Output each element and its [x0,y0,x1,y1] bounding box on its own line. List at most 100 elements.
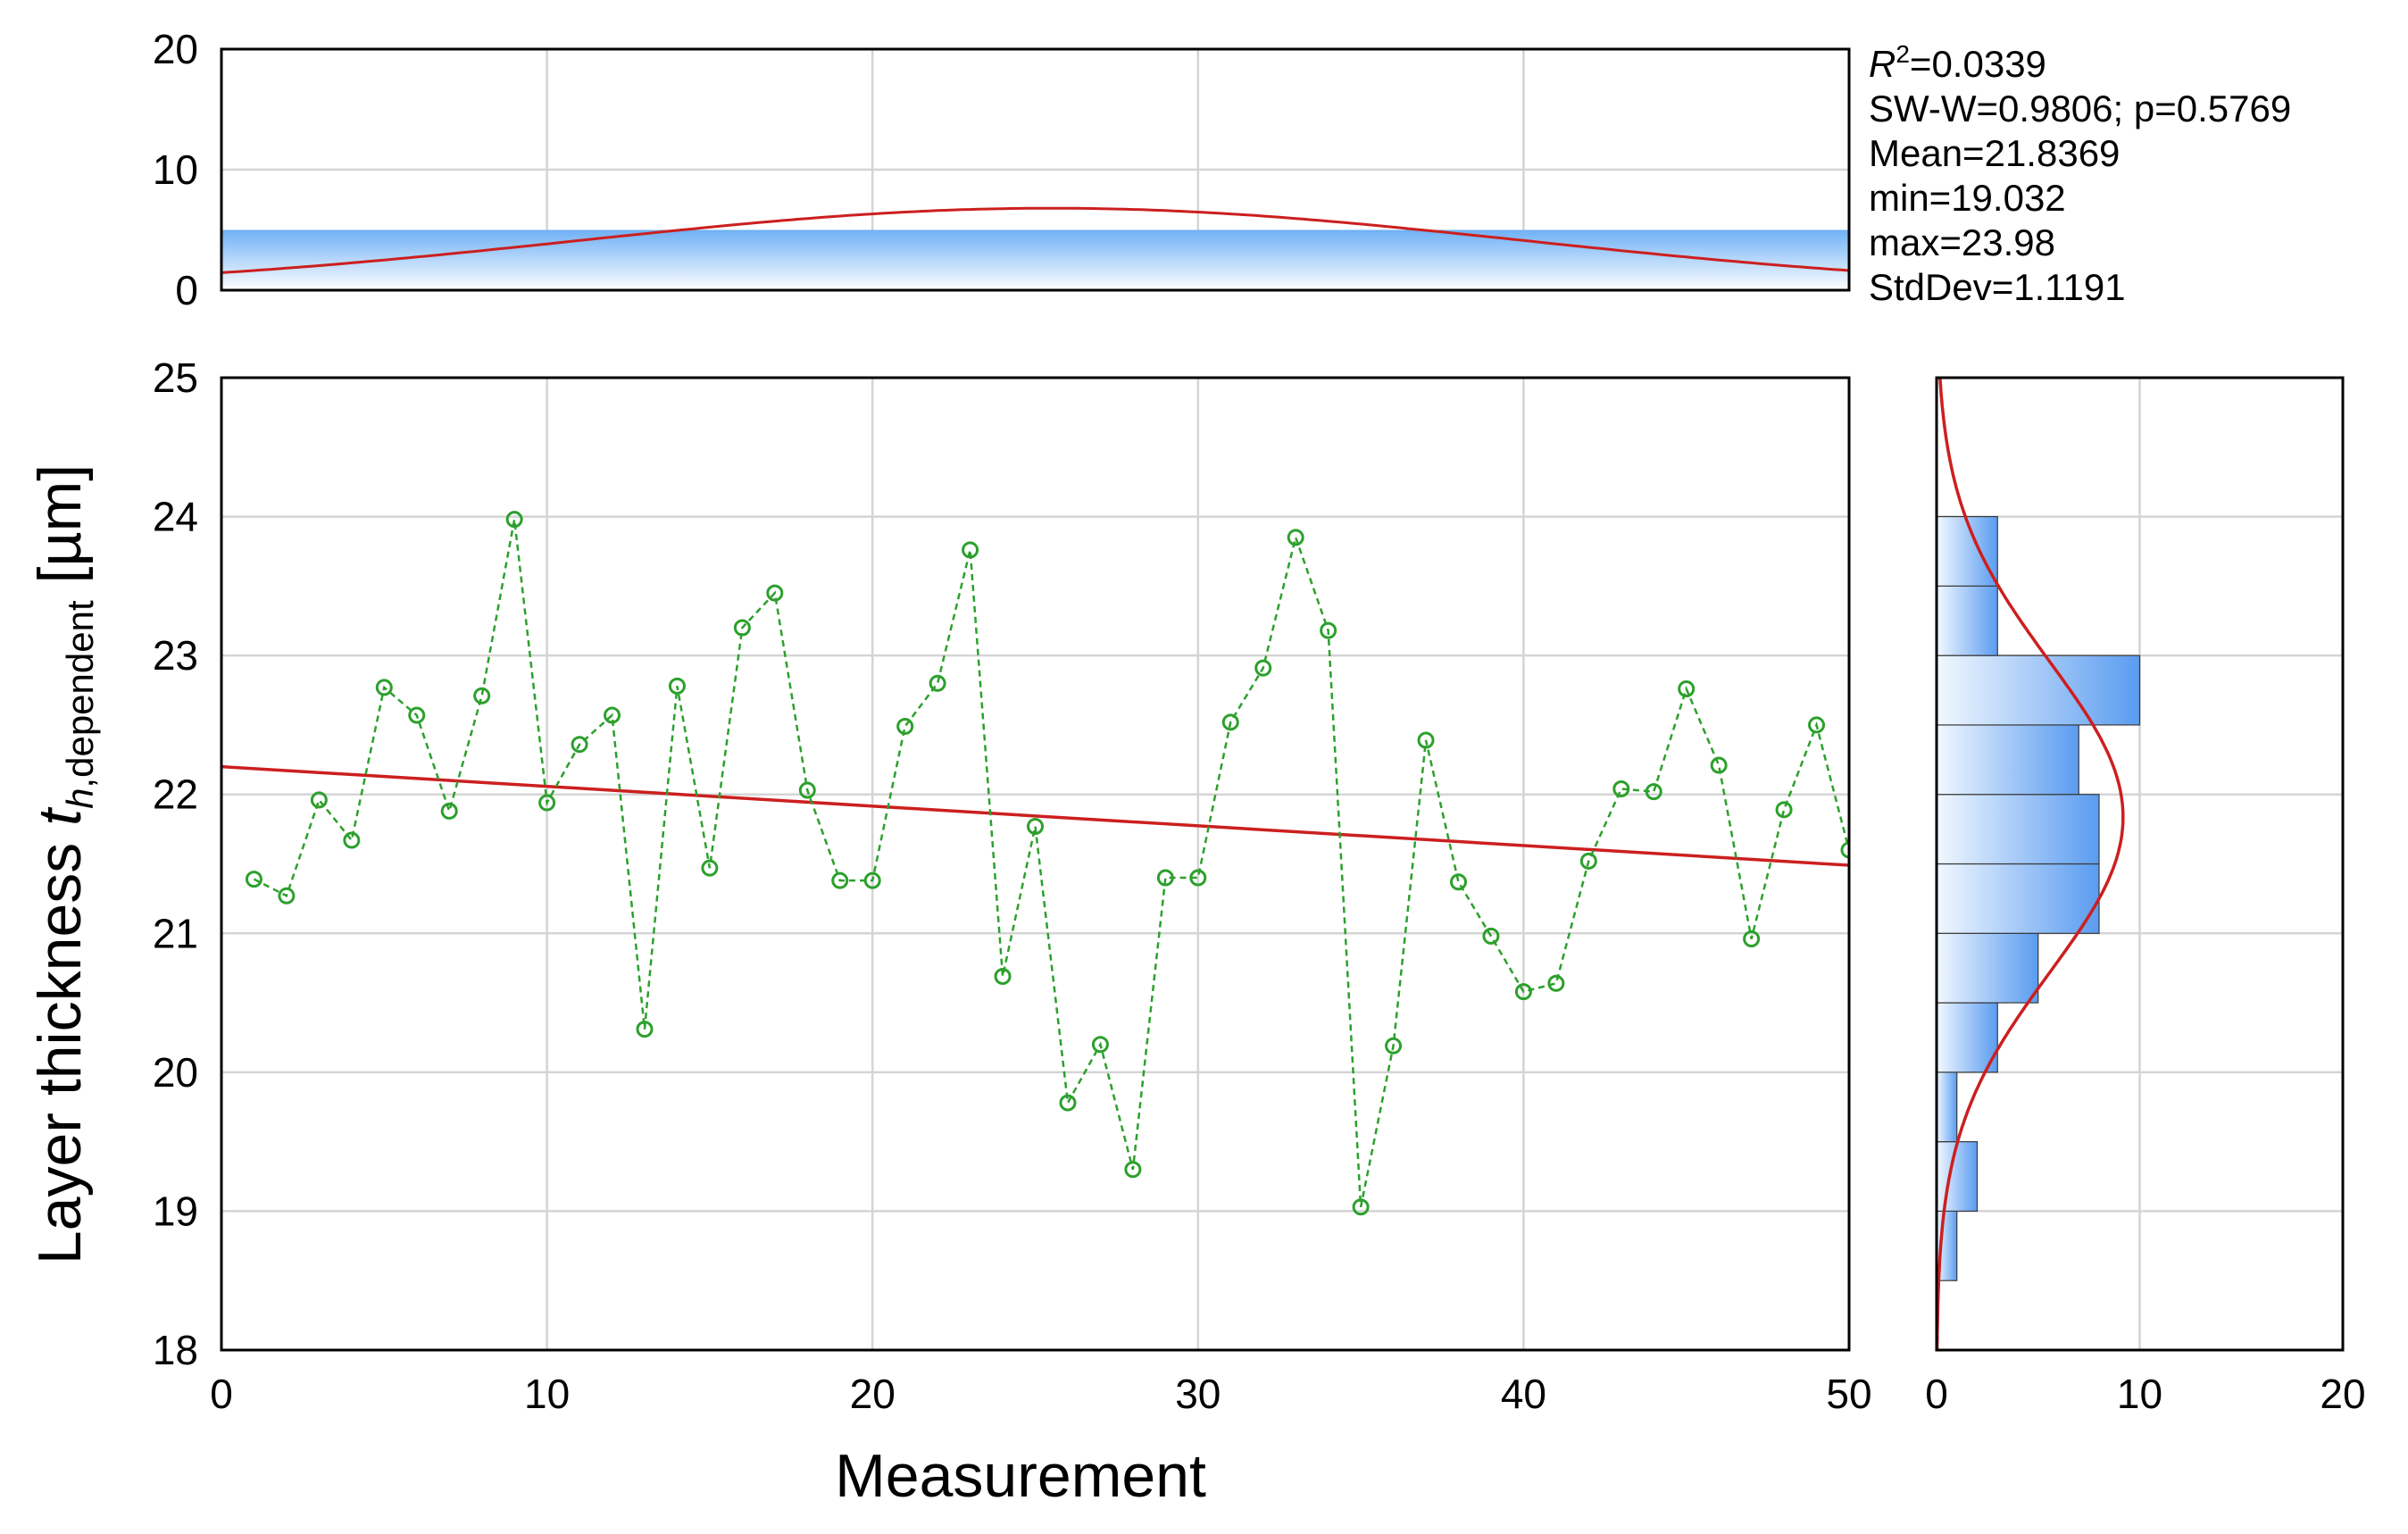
data-point-39 [1482,927,1500,945]
main-y-tick-21: 21 [153,910,198,956]
data-point-12 [604,706,621,724]
y-axis-title-unit: [µm] [26,464,94,601]
data-point-18 [798,781,816,799]
data-point-50 [1840,841,1849,859]
data-point-5 [375,679,393,696]
data-point-31 [1221,713,1239,731]
top-y-tick-10: 10 [153,146,198,193]
data-point-34 [1320,621,1337,639]
data-point-40 [1514,983,1532,1001]
side-histogram-bar-10 [1937,515,1998,587]
x-axis-title: Measurement [835,1442,1206,1510]
data-point-23 [962,541,979,559]
stat-r-superscript: 2 [1896,40,1910,68]
data-point-16 [733,619,751,637]
data-point-42 [1579,852,1597,870]
data-point-7 [440,802,458,820]
data-point-6 [408,706,426,724]
top-histogram-normal-curve [221,206,1849,274]
main-x-tick-40: 40 [1501,1371,1546,1417]
measurement-points [245,511,1849,1216]
data-point-49 [1808,716,1826,734]
stat-shapiro-wilk: SW-W=0.9806; p=0.5769 [1869,88,2291,129]
data-point-4 [343,831,361,849]
main-chart-frame [220,376,1851,1352]
side-x-tick-0: 0 [1925,1371,1948,1417]
main-x-tick-50: 50 [1826,1371,1871,1417]
stat-r-value: =0.0339 [1910,43,2046,85]
data-point-21 [896,717,914,735]
data-point-10 [538,794,556,812]
data-point-14 [668,677,686,695]
top-histogram-y-ticks: 0 10 20 [153,26,198,313]
data-point-1 [245,871,262,888]
top-y-tick-20: 20 [153,26,198,72]
data-point-22 [929,674,946,692]
data-point-47 [1743,930,1761,948]
main-y-tick-labels: 18 19 20 21 22 23 24 25 [153,354,198,1373]
main-x-tick-30: 30 [1175,1371,1221,1417]
data-point-27 [1091,1036,1109,1054]
side-histogram-panel: 0 10 20 [1925,376,2366,1417]
side-histogram-bar-4 [1937,932,2039,1004]
side-x-tick-labels: 0 10 20 [1925,1371,2365,1417]
top-histogram-band [221,229,1849,290]
data-point-48 [1775,801,1793,819]
data-point-37 [1417,731,1435,749]
main-x-tick-labels: 0 10 20 30 40 50 [210,1371,1871,1417]
side-histogram-bars [1937,515,2141,1281]
data-point-35 [1352,1198,1370,1216]
data-point-20 [863,871,881,889]
data-point-13 [636,1021,654,1038]
side-x-tick-20: 20 [2320,1371,2365,1417]
data-point-17 [766,584,784,602]
side-histogram-frame [1935,376,2345,1352]
top-y-tick-0: 0 [175,267,198,313]
top-histogram-panel: 0 10 20 [153,26,1851,313]
side-histogram-bar-7 [1937,724,2079,796]
data-point-11 [571,736,588,754]
data-point-33 [1287,529,1304,546]
main-y-tick-23: 23 [153,632,198,679]
y-axis-title-prefix: Layer thickness [26,826,94,1264]
data-point-41 [1547,974,1565,992]
statistics-block: R2=0.0339 SW-W=0.9806; p=0.5769 Mean=21.… [1869,40,2291,308]
data-point-30 [1189,869,1207,887]
stat-min: min=19.032 [1869,177,2066,219]
top-histogram-frame [220,47,1851,292]
data-point-45 [1678,679,1696,697]
side-histogram-bar-2 [1937,1071,1958,1143]
main-y-tick-25: 25 [153,354,198,401]
stat-r-squared: R2=0.0339 [1869,40,2046,85]
data-point-46 [1710,756,1728,774]
main-y-tick-19: 19 [153,1188,198,1234]
regression-fit-line [221,764,1849,867]
main-y-tick-22: 22 [153,771,198,818]
data-point-25 [1027,817,1044,835]
data-point-32 [1254,659,1272,677]
stat-mean: Mean=21.8369 [1869,132,2120,174]
data-point-36 [1385,1037,1403,1055]
data-point-38 [1449,873,1467,891]
y-axis-title-sub-italic: h [59,788,101,809]
main-x-tick-10: 10 [524,1371,570,1417]
main-x-tick-0: 0 [210,1371,233,1417]
y-axis-title: Layer thickness th,dependent [µm] [26,464,101,1264]
data-point-28 [1124,1161,1142,1179]
measurement-series-line [253,519,1849,1208]
data-point-2 [278,887,296,905]
side-histogram-bar-8 [1937,654,2141,726]
data-point-43 [1612,780,1630,797]
main-y-tick-18: 18 [153,1327,198,1373]
side-histogram-bar-6 [1937,794,2100,865]
data-point-8 [473,687,491,704]
data-point-44 [1645,783,1662,801]
main-chart-panel: 0 10 20 30 40 50 18 19 20 21 22 23 24 25 Measurement… [26,354,1872,1510]
y-axis-title-italic: t [26,806,94,826]
main-chart-grid [221,378,1849,1350]
stat-stddev: StdDev=1.1191 [1869,266,2126,308]
side-histogram-bar-3 [1937,1002,1998,1073]
main-y-tick-20: 20 [153,1049,198,1096]
data-point-26 [1059,1094,1077,1112]
stat-r-symbol: R [1869,43,1896,85]
